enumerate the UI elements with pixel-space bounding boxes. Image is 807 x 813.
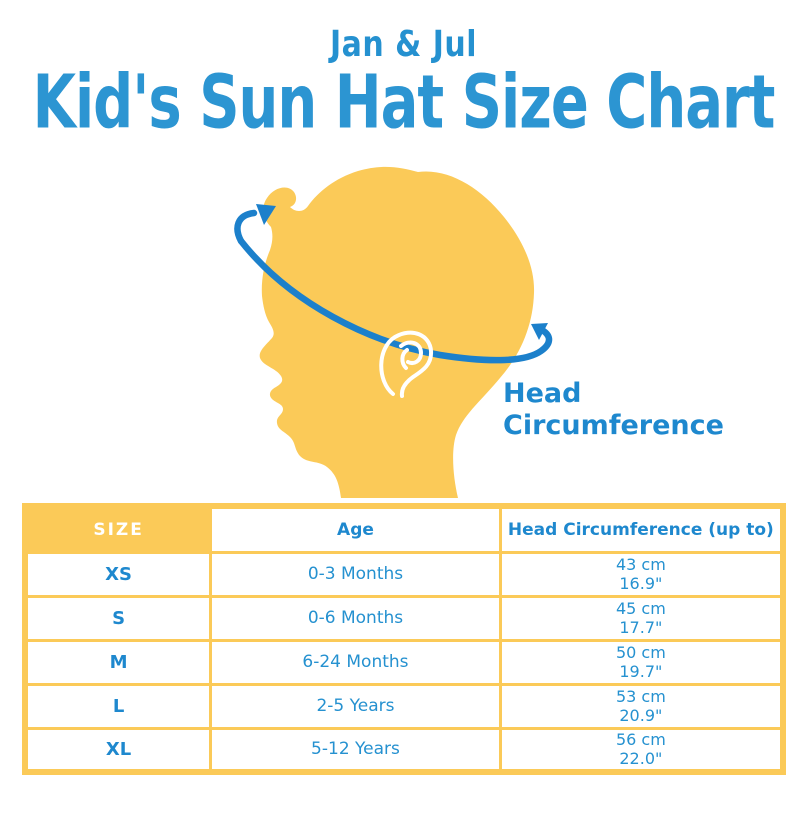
column-header-circumference: Head Circumference (up to) — [498, 504, 785, 554]
circumference-inch: 16.9" — [619, 574, 663, 593]
circumference-inch: 22.0" — [619, 749, 663, 769]
table-row-xl: XL 5-12 Years 56 cm 22.0" — [23, 726, 785, 774]
head-circumference-illustration — [220, 140, 720, 500]
table-row-l: L 2-5 Years 53 cm 20.9" — [23, 682, 785, 730]
child-head-icon — [234, 166, 553, 499]
ear-icon — [379, 330, 434, 398]
head-silhouette-shape — [259, 166, 535, 499]
age-value: 6-24 Months — [209, 638, 502, 686]
circumference-cm: 53 cm — [615, 687, 666, 706]
size-value: L — [23, 682, 213, 730]
age-value: 0-3 Months — [209, 550, 502, 598]
circumference-inch: 20.9" — [619, 706, 663, 725]
size-value: XL — [23, 726, 213, 774]
circumference-inch: 17.7" — [619, 618, 663, 637]
circumference-value: 50 cm 19.7" — [498, 638, 785, 686]
column-header-size: SIZE — [23, 504, 213, 554]
arrow-band — [237, 237, 553, 364]
table-row-xs: XS 0-3 Months 43 cm 16.9" — [23, 550, 785, 598]
circumference-cm: 50 cm — [615, 643, 666, 662]
age-value: 2-5 Years — [209, 682, 502, 730]
circumference-value: 56 cm 22.0" — [498, 726, 785, 774]
size-table-header-row: SIZE Age Head Circumference (up to) — [23, 504, 785, 554]
size-value: M — [23, 638, 213, 686]
head-circumference-label-line1: Head — [503, 378, 582, 409]
head-circumference-label-line2: Circumference — [503, 409, 724, 441]
size-value: XS — [23, 550, 213, 598]
arrow-head-right — [531, 323, 548, 340]
age-value: 5-12 Years — [209, 726, 502, 774]
circumference-cm: 43 cm — [615, 555, 666, 574]
arrow-head-left — [256, 204, 276, 225]
arrow-left-hook — [234, 209, 258, 245]
age-value: 0-6 Months — [209, 594, 502, 642]
table-row-s: S 0-6 Months 45 cm 17.7" — [23, 594, 785, 642]
circumference-cm: 56 cm — [615, 730, 666, 750]
brand-name: Jan & Jul — [329, 24, 478, 66]
table-row-m: M 6-24 Months 50 cm 19.7" — [23, 638, 785, 686]
circumference-arrow-icon — [234, 209, 553, 364]
column-header-age: Age — [209, 504, 502, 554]
circumference-inch: 19.7" — [619, 662, 663, 681]
head-circumference-label: Head Circumference — [503, 378, 724, 442]
page-title: Kid's Sun Hat Size Chart — [32, 60, 776, 146]
circumference-value: 45 cm 17.7" — [498, 594, 785, 642]
circumference-value: 43 cm 16.9" — [498, 550, 785, 598]
size-table: SIZE Age Head Circumference (up to) XS 0… — [22, 503, 786, 775]
circumference-cm: 45 cm — [615, 599, 666, 618]
size-value: S — [23, 594, 213, 642]
circumference-value: 53 cm 20.9" — [498, 682, 785, 730]
